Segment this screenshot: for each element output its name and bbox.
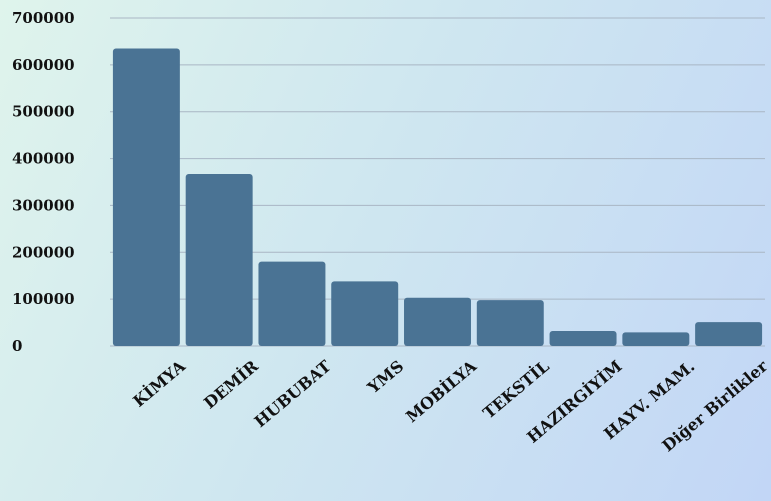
x-category-label: HUBUBAT [251,356,335,431]
y-tick-label: 600000 [12,56,75,74]
bar [476,300,544,346]
y-tick-label: 0 [12,337,22,355]
bar [185,174,253,346]
bars [112,48,763,346]
x-category-label: MOBİLYA [402,355,481,426]
bar [549,331,617,346]
bar [258,261,326,346]
x-category-label: DEMİR [199,355,262,412]
y-tick-label: 400000 [12,150,75,168]
bar [404,297,471,346]
y-tick-label: 100000 [12,290,75,308]
bar [622,332,690,346]
y-tick-label: 500000 [12,103,75,121]
y-tick-label: 300000 [12,196,75,214]
y-axis-tick-labels: 0 100000 200000 300000 400000 500000 600000 700… [12,9,75,355]
bar [695,322,763,346]
y-tick-label: 700000 [12,9,75,27]
x-category-label: YMS [363,357,407,398]
x-category-label: TEKSTİL [479,356,553,423]
bar [112,48,180,346]
bar [331,281,399,346]
x-category-label: KİMYA [129,355,190,410]
y-tick-label: 200000 [12,243,75,261]
